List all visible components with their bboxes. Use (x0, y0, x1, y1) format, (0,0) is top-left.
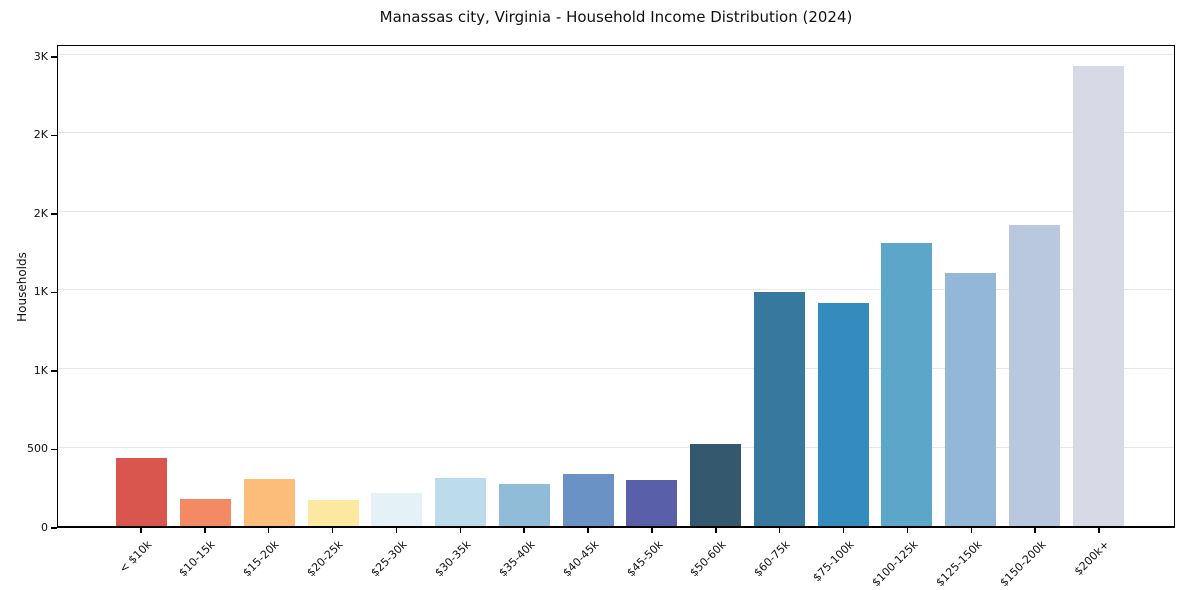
bar-slot (301, 46, 365, 526)
bar-slot (110, 46, 174, 526)
bar--200k- (1072, 65, 1124, 526)
bar-slot (429, 46, 493, 526)
x-tick-label: $50-60k (687, 538, 730, 580)
y-tick-label: 2K (33, 206, 48, 220)
gridline (58, 289, 1174, 291)
x-tick-mark (140, 528, 142, 533)
bar-slot (556, 46, 620, 526)
bar--20-25k (307, 500, 359, 526)
y-tick-label: 1K (33, 285, 48, 299)
x-tick-mark (204, 528, 206, 533)
bar-slot (811, 46, 875, 526)
bar--15-20k (243, 478, 295, 526)
bar-slot (939, 46, 1003, 526)
y-tick-label: 1K (33, 363, 48, 377)
x-tick-label: $15-20k (240, 538, 282, 580)
bar-slot (875, 46, 939, 526)
x-tick-label: $25-30k (368, 538, 410, 580)
chart-title: Manassas city, Virginia - Household Inco… (379, 8, 853, 26)
bar-slot (238, 46, 302, 526)
x-tick-mark (906, 528, 909, 533)
bar--50-60k (690, 443, 742, 526)
x-tick-label: $150-200k (997, 538, 1049, 590)
y-tick-mark (51, 134, 57, 137)
gridlines-layer (58, 46, 1174, 526)
bar--35-40k (498, 483, 550, 526)
bar--45-50k (626, 479, 678, 526)
y-tick-mark (51, 56, 57, 58)
bar--60-75k (753, 292, 805, 526)
gridline (58, 210, 1174, 212)
y-tick-mark (51, 213, 57, 215)
y-tick-label: 0 (41, 521, 48, 534)
x-tick-mark (651, 528, 653, 533)
x-tick-label: $60-75k (751, 538, 793, 580)
x-tick-label: $100-125k (869, 538, 921, 590)
gridline (58, 367, 1174, 369)
bar--25-30k (371, 493, 423, 526)
x-tick-label: $30-35k (432, 538, 474, 580)
y-tick-mark (51, 370, 57, 372)
bar--40-45k (562, 474, 614, 526)
x-tick-mark (267, 528, 270, 533)
bar-slot (174, 46, 238, 526)
y-tick-mark (51, 291, 57, 294)
y-tick-label: 2K (33, 128, 48, 142)
x-tick-mark (1098, 528, 1100, 533)
x-tick-label: $45-50k (623, 538, 666, 580)
bars-layer (58, 46, 1174, 526)
x-tick-mark (459, 528, 462, 533)
gridline (58, 132, 1174, 134)
x-tick-mark (587, 528, 589, 533)
gridline (58, 446, 1174, 448)
y-tick-mark (51, 448, 57, 451)
y-tick-label: 500 (27, 442, 48, 456)
x-tick-label: $125-150k (933, 538, 985, 590)
bar-slot (684, 46, 748, 526)
bar--150-200k (1008, 224, 1060, 526)
x-tick-label: $35-40k (496, 538, 538, 580)
bar-slot (1066, 46, 1130, 526)
x-tick-mark (842, 528, 845, 533)
x-tick-mark (970, 528, 973, 533)
x-tick-mark (715, 528, 717, 533)
x-tick-mark (331, 528, 334, 533)
x-tick-label: $20-25k (304, 538, 346, 580)
bar--30-35k (435, 478, 487, 526)
bar--100-125k (881, 243, 933, 526)
bar-slot (493, 46, 557, 526)
x-tick-label: $10-15k (176, 538, 219, 580)
gridline (58, 53, 1174, 55)
x-tick-label: < $10k (116, 538, 155, 576)
plot-area (57, 45, 1175, 528)
bar--10k (116, 458, 168, 526)
bar--125-150k (945, 273, 997, 526)
bar-slot (1003, 46, 1067, 526)
x-tick-label: $75-100k (810, 538, 857, 585)
x-tick-mark (1034, 528, 1036, 533)
bar-slot (748, 46, 812, 526)
x-tick-label: $200k+ (1072, 538, 1113, 579)
y-tick-label: 3K (33, 49, 48, 63)
x-tick-mark (778, 528, 781, 533)
bar-slot (620, 46, 684, 526)
bar--75-100k (817, 303, 869, 526)
x-tick-mark (395, 528, 398, 533)
x-tick-label: $40-45k (559, 538, 602, 580)
x-tick-mark (523, 528, 525, 533)
bar-slot (365, 46, 429, 526)
y-tick-mark (51, 527, 57, 529)
bar--10-15k (180, 498, 232, 526)
